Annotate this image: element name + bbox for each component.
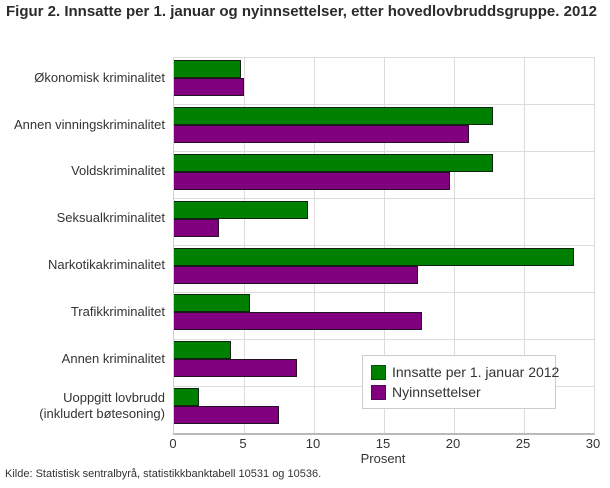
bar-nyinnsettelser xyxy=(174,171,450,190)
x-tick-label: 10 xyxy=(305,436,321,451)
category-label: Voldskriminalitet xyxy=(71,163,165,179)
bar-nyinnsettelser xyxy=(174,124,470,143)
x-tick-label: 20 xyxy=(445,436,461,451)
x-tick-label: 30 xyxy=(585,436,601,451)
category-label: Trafikkriminalitet xyxy=(70,304,165,320)
legend-swatch-green xyxy=(371,364,386,380)
category-label: Annen vinningskriminalitet xyxy=(13,116,165,132)
bar-innsatte xyxy=(174,60,242,78)
bar-innsatte xyxy=(174,341,232,360)
bar-nyinnsettelser xyxy=(174,312,422,331)
gridline-horizontal xyxy=(174,198,594,200)
bar-innsatte xyxy=(174,388,200,407)
legend-label: Innsatte per 1. januar 2012 xyxy=(392,364,560,380)
bar-nyinnsettelser xyxy=(174,359,298,378)
category-label: Uoppgitt lovbrudd (inkludert bøtesoning) xyxy=(39,389,165,421)
bar-innsatte xyxy=(174,294,250,313)
category-label: Seksualkriminalitet xyxy=(56,210,165,226)
category-label: Annen kriminalitet xyxy=(61,350,165,366)
gridline-horizontal xyxy=(174,104,594,106)
legend-item-nyinnsettelser: Nyinnsettelser xyxy=(371,382,547,402)
x-tick-label: 0 xyxy=(169,436,177,451)
legend-swatch-purple xyxy=(371,384,386,400)
gridline-horizontal xyxy=(174,245,594,246)
gridline-horizontal xyxy=(174,291,594,293)
bar-nyinnsettelser xyxy=(174,218,219,237)
bar-innsatte xyxy=(174,200,309,219)
category-label: Økonomisk kriminalitet xyxy=(34,69,165,85)
x-tick-label: 15 xyxy=(375,436,391,451)
chart-title: Figur 2. Innsatte per 1. januar og nyinn… xyxy=(6,3,597,20)
gridline-horizontal xyxy=(174,151,594,153)
bar-nyinnsettelser xyxy=(174,406,279,425)
bar-innsatte xyxy=(174,106,494,125)
source-note: Kilde: Statistisk sentralbyrå, statistik… xyxy=(5,468,322,480)
bar-nyinnsettelser xyxy=(174,78,244,96)
x-tick-label: 25 xyxy=(515,436,531,451)
legend-label: Nyinnsettelser xyxy=(392,384,481,400)
legend: Innsatte per 1. januar 2012 Nyinnsettels… xyxy=(362,355,559,409)
x-axis-label: Prosent xyxy=(360,451,406,466)
bar-innsatte xyxy=(174,153,494,172)
bar-nyinnsettelser xyxy=(174,265,418,284)
gridline-horizontal xyxy=(174,338,594,340)
legend-item-innsatte: Innsatte per 1. januar 2012 xyxy=(371,362,559,382)
x-tick-label: 5 xyxy=(239,436,247,451)
bar-innsatte xyxy=(174,247,575,266)
category-label: Narkotikakriminalitet xyxy=(47,257,165,273)
